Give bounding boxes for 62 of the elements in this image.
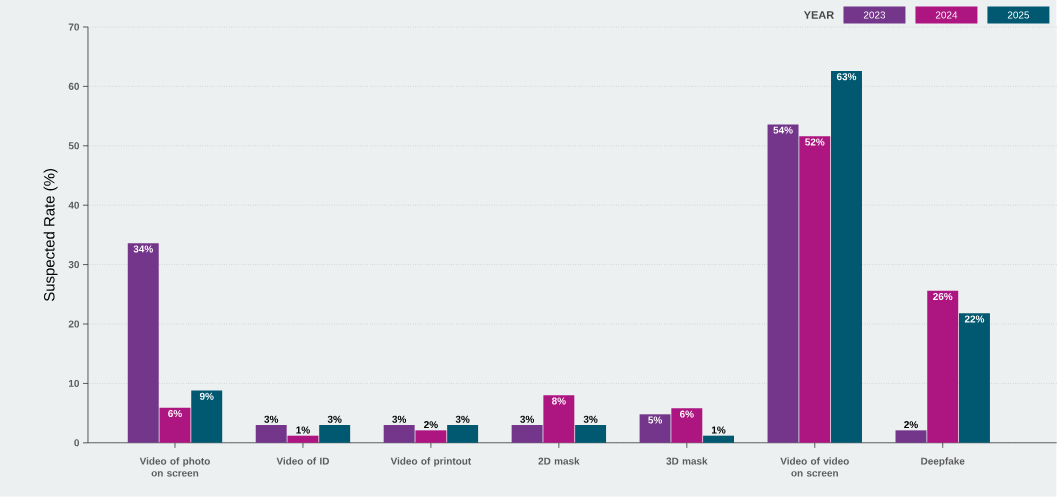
bar (319, 425, 351, 443)
data-label: 3% (264, 415, 279, 423)
y-tick-label: 0 (74, 439, 80, 447)
text: 2024 (935, 11, 958, 19)
data-label: 26% (933, 293, 953, 301)
data-label: 34% (133, 245, 153, 253)
bar (447, 425, 479, 443)
bar (575, 425, 607, 443)
bar (255, 425, 287, 443)
bar (191, 390, 223, 443)
data-label: 63% (836, 73, 857, 81)
x-tick-label: Video of photo on screen (139, 457, 210, 477)
data-label: 54% (773, 126, 793, 134)
data-label: 9% (199, 392, 214, 400)
y-tick-label: 20 (68, 320, 80, 328)
data-label: 3% (520, 415, 535, 423)
x-tick-label: Video of printout (390, 457, 472, 467)
data-label: 1% (296, 426, 310, 434)
y-axis-title: Suspected Rate (%) (43, 169, 58, 302)
x-tick-label: 3D mask (666, 457, 708, 465)
bar (895, 430, 927, 443)
data-label: 3% (392, 415, 407, 423)
bar (159, 407, 191, 443)
bar (767, 124, 799, 443)
data-label: 2% (904, 421, 918, 429)
text: 2025 (1007, 11, 1030, 19)
bar (831, 71, 862, 443)
bar (287, 435, 319, 443)
bar (127, 243, 159, 443)
bar (543, 395, 575, 443)
data-label: 8% (551, 397, 566, 405)
bar (799, 136, 831, 443)
data-label: 5% (648, 416, 663, 424)
legend-title: YEAR (803, 11, 834, 19)
bar (415, 430, 447, 443)
bar (383, 425, 415, 443)
data-label: 1% (711, 426, 726, 434)
bar (671, 408, 703, 443)
data-label: 2% (424, 421, 438, 429)
data-label: 3% (455, 415, 470, 423)
bar (639, 414, 671, 443)
y-tick-label: 70 (68, 23, 80, 31)
text: 2023 (863, 11, 886, 19)
data-label: 6% (679, 410, 694, 418)
data-label: 3% (327, 415, 342, 423)
x-tick-label: Video of ID (276, 457, 329, 465)
bar (511, 425, 543, 443)
data-label: 3% (583, 415, 598, 423)
y-tick-label: 60 (68, 82, 80, 90)
y-tick-label: 40 (68, 201, 80, 209)
x-tick-label: Deepfake (921, 457, 965, 467)
bar (927, 290, 959, 443)
bar (703, 435, 735, 443)
y-tick-label: 10 (69, 379, 80, 388)
y-tick-label: 30 (68, 261, 80, 269)
x-tick-label: 2D mask (538, 457, 580, 465)
data-label: 6% (168, 410, 182, 418)
bar (958, 313, 990, 443)
data-label: 22% (964, 315, 985, 323)
data-label: 52% (805, 138, 825, 146)
y-tick-label: 50 (68, 142, 80, 150)
x-tick-label: Video of video on screen (780, 457, 849, 477)
